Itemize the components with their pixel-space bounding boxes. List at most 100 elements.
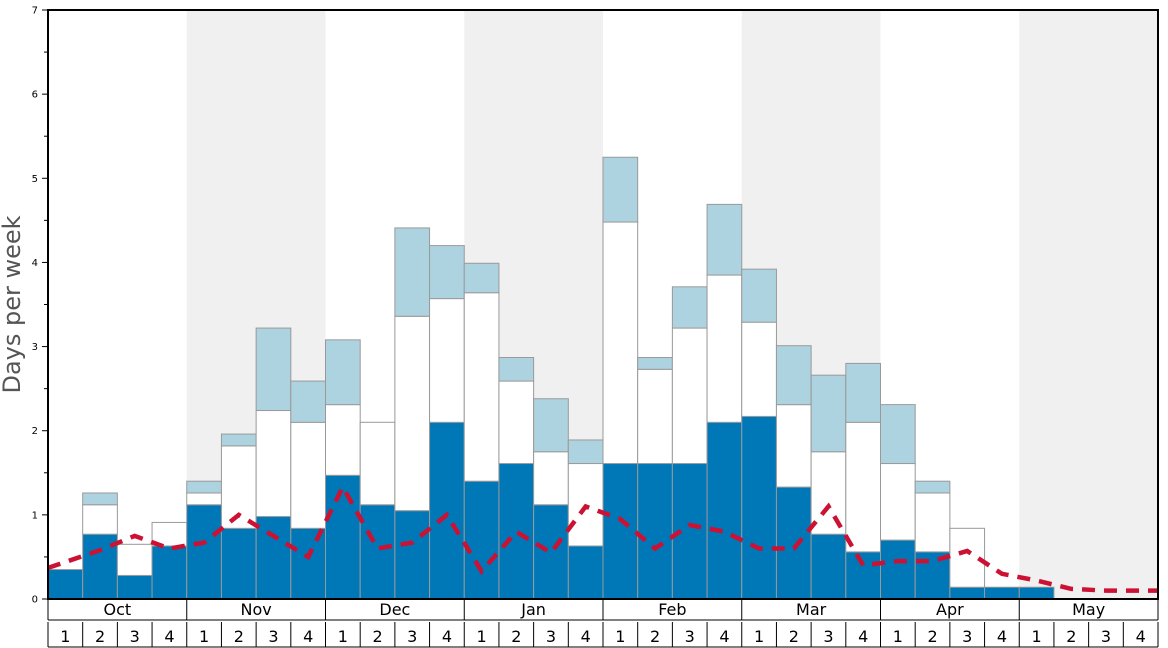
bar-white-19 (671, 327, 708, 465)
week-label: 3 (407, 627, 417, 646)
y-axis-title: Days per week (0, 215, 26, 393)
bar-light-19 (671, 286, 708, 329)
week-label: 1 (893, 627, 903, 646)
bar-light-26 (914, 480, 951, 494)
bar-light-9 (325, 339, 361, 406)
week-label: 3 (130, 627, 140, 646)
bar-white-8 (290, 421, 326, 529)
bar-light-13 (463, 262, 500, 294)
bar-light-11 (394, 227, 431, 317)
bar-dark-16 (567, 545, 604, 600)
week-label: 4 (303, 627, 313, 646)
week-label: 2 (650, 627, 660, 646)
y-tick-label: 5 (32, 174, 38, 185)
bar-dark-3 (116, 574, 153, 600)
bar-light-7 (255, 327, 292, 412)
bar-dark-22 (775, 486, 812, 600)
bar-dark-29 (1018, 586, 1055, 600)
week-label: 4 (581, 627, 591, 646)
week-label: 1 (60, 627, 70, 646)
bar-dark-14 (498, 463, 535, 600)
average-dashed-line (47, 482, 1158, 593)
bar-white-12 (429, 298, 465, 423)
y-tick-label: 2 (32, 426, 38, 437)
week-label: 4 (1136, 627, 1146, 646)
bar-white-18 (637, 368, 673, 465)
week-label: 2 (1066, 627, 1076, 646)
bar-dark-24 (845, 551, 881, 600)
week-label: 4 (719, 627, 729, 646)
bar-dark-21 (741, 415, 777, 600)
week-label: 2 (927, 627, 937, 646)
week-label: 2 (372, 627, 382, 646)
week-label: 1 (1032, 627, 1042, 646)
bar-light-14 (498, 357, 535, 382)
week-label: 4 (164, 627, 174, 646)
y-tick-label: 7 (32, 6, 38, 17)
week-label: 3 (823, 627, 833, 646)
bar-dark-17 (602, 463, 639, 600)
bar-light-5 (186, 480, 222, 494)
week-label: 3 (1101, 627, 1111, 646)
bar-dark-10 (359, 504, 396, 600)
bar-light-15 (533, 398, 569, 453)
bar-dark-6 (220, 527, 257, 600)
week-label: 4 (858, 627, 868, 646)
bar-light-16 (567, 439, 604, 465)
bar-white-14 (498, 380, 535, 465)
bar-dark-13 (463, 480, 500, 600)
bar-light-22 (775, 345, 812, 406)
y-tick-label: 0 (32, 595, 38, 606)
bar-dark-9 (325, 474, 361, 600)
month-label-feb: Feb (658, 600, 686, 619)
bar-dark-5 (186, 504, 222, 600)
bar-white-3 (116, 543, 153, 576)
bar-white-6 (220, 445, 257, 529)
bar-white-17 (602, 221, 639, 465)
bar-dark-25 (880, 539, 916, 600)
bar-white-21 (741, 321, 777, 417)
bar-dark-18 (637, 463, 673, 600)
bar-light-20 (706, 203, 743, 276)
bar-white-10 (359, 421, 396, 506)
bar-white-23 (810, 451, 847, 535)
y-tick-label: 3 (32, 342, 38, 353)
week-label: 3 (546, 627, 556, 646)
bar-light-21 (741, 268, 777, 323)
week-label: 2 (95, 627, 105, 646)
bar-light-24 (845, 362, 881, 423)
week-label: 1 (477, 627, 487, 646)
bar-white-25 (880, 463, 916, 541)
week-label: 2 (789, 627, 799, 646)
y-tick-label: 1 (32, 510, 38, 521)
month-label-may: May (1072, 600, 1105, 619)
y-tick-label: 4 (32, 258, 38, 269)
bar-white-22 (775, 404, 812, 488)
bar-white-20 (706, 274, 743, 423)
month-shading (186, 10, 1158, 599)
week-label: 1 (338, 627, 348, 646)
bar-dark-12 (429, 421, 465, 600)
bar-light-23 (810, 374, 847, 453)
month-label-dec: Dec (379, 600, 410, 619)
bar-white-11 (394, 315, 431, 512)
month-label-nov: Nov (241, 600, 272, 619)
month-label-apr: Apr (936, 600, 964, 619)
bar-light-18 (637, 357, 673, 370)
week-label: 4 (442, 627, 452, 646)
bar-white-24 (845, 421, 881, 553)
bar-white-2 (82, 504, 118, 535)
week-label: 3 (962, 627, 972, 646)
month-axis: Oct Nov Dec Jan Feb Mar Apr May (47, 599, 1159, 621)
bar-white-13 (463, 292, 500, 482)
bar-dark-1 (47, 569, 84, 600)
week-label: 1 (615, 627, 625, 646)
month-label-oct: Oct (104, 600, 132, 619)
bar-dark-23 (810, 533, 847, 600)
bar-white-15 (533, 451, 569, 506)
week-label: 3 (268, 627, 278, 646)
bar-light-17 (602, 156, 639, 223)
week-label: 1 (754, 627, 764, 646)
bar-white-26 (914, 492, 951, 553)
